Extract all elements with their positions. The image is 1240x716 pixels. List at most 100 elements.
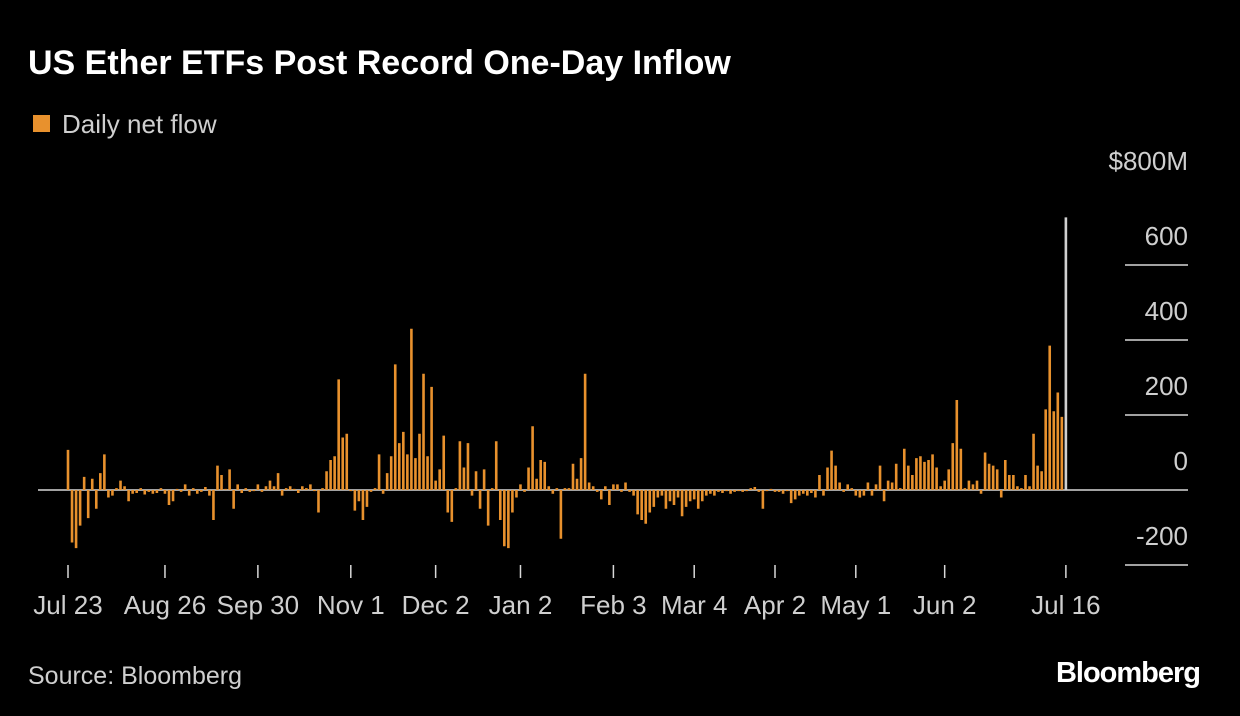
bar [947,469,951,490]
bar [927,460,930,490]
bar [143,490,147,495]
bar [866,482,870,490]
y-tick-label: -200 [1136,521,1188,551]
source: Source: Bloomberg [28,662,242,690]
bar [78,490,82,526]
bar [749,488,753,490]
bar [563,488,567,490]
x-tick-label: Apr 2 [744,590,806,620]
bar [725,490,728,492]
y-tick-label: 600 [1145,221,1188,251]
bar [632,490,635,496]
legend-swatch [33,115,50,132]
bar [486,490,490,526]
bar [232,490,235,509]
bar [700,490,704,502]
bar [482,469,486,490]
bar [652,490,656,507]
bar [967,480,971,490]
bar [523,490,526,492]
bar [163,490,167,494]
bar [1028,486,1031,490]
bar [583,373,587,490]
bar [276,473,280,490]
bar [535,478,538,490]
bar [292,488,296,490]
bar [684,490,688,507]
bar [854,490,858,496]
bar [527,467,530,490]
bar [624,482,627,490]
bar [220,475,223,490]
bar [317,490,320,513]
bar [971,484,975,490]
bar [494,441,498,490]
bar [733,490,736,492]
bar [567,488,571,490]
bar [830,450,833,490]
bar [236,484,239,490]
bar [511,490,514,513]
bar [212,490,215,520]
bar [995,469,999,490]
bar [442,435,446,490]
bar [313,490,316,492]
x-tick-label: Nov 1 [317,590,385,620]
bar [389,456,393,490]
bar [591,486,595,490]
bar [466,443,470,490]
bar [1048,345,1052,490]
bar [446,490,450,513]
bar [955,400,959,490]
bar [676,490,680,498]
bar [426,456,429,490]
bar [757,490,761,492]
bar [240,490,244,493]
bar [410,328,413,490]
bar [834,465,837,490]
legend-label: Daily net flow [62,109,217,139]
bar [195,490,199,494]
bar [1040,471,1043,490]
bar [268,480,272,490]
bar [846,484,850,490]
bar [571,463,575,490]
bar [907,465,910,490]
bar [179,490,183,492]
bar [806,490,809,496]
bar [450,490,454,522]
bar [333,456,336,490]
bar [357,490,361,502]
bar [923,461,926,490]
bar [248,490,252,492]
bar [963,488,967,490]
bar [337,379,340,490]
x-tick-label: May 1 [820,590,891,620]
x-tick-label: Jun 2 [913,590,977,620]
bar [959,448,963,490]
bar [462,467,466,490]
bar [793,490,797,500]
bar [377,454,381,490]
bar [612,484,615,490]
bar [838,482,841,490]
bar [204,487,207,490]
bar [753,487,757,490]
bar [115,488,118,490]
bar [745,490,749,492]
x-tick-label: Mar 4 [661,590,727,620]
bar [474,471,478,490]
bar [765,490,769,492]
bar [418,433,421,490]
bar [135,490,138,493]
bar [878,465,882,490]
bar [656,490,660,498]
bar [1060,416,1064,490]
bar [850,488,854,490]
x-tick-label: Sep 30 [217,590,299,620]
bar [66,449,70,490]
bar [1064,217,1068,490]
bar [1016,486,1019,490]
bar [599,490,603,500]
bar [123,486,126,490]
